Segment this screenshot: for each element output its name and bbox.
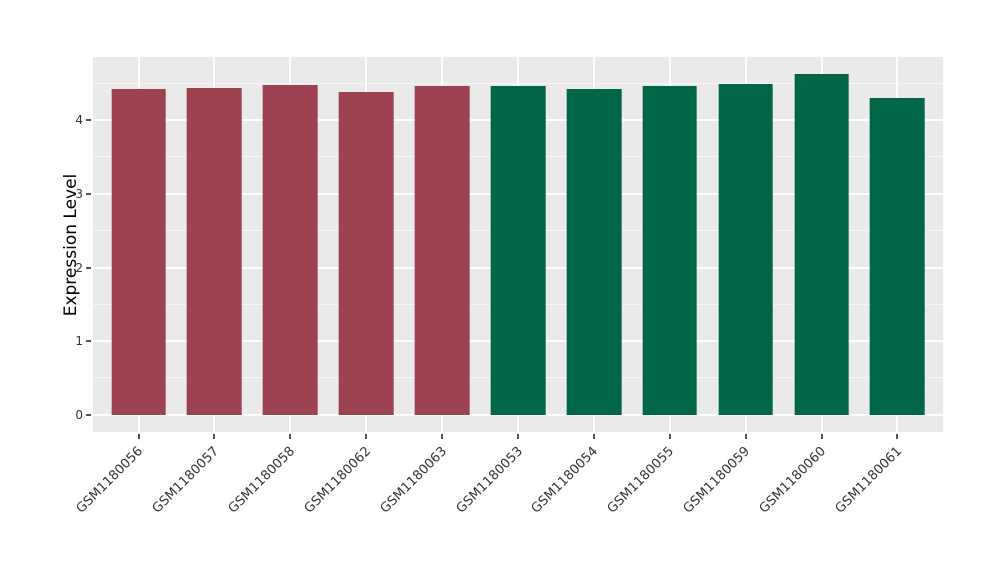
bar-GSM1180053 xyxy=(490,86,546,416)
y-tick-mark xyxy=(86,414,91,417)
x-tick-mark xyxy=(441,434,444,439)
bar-GSM1180056 xyxy=(111,89,166,416)
y-tick-label: 4 xyxy=(75,113,83,128)
x-tick-label: GSM1180053 xyxy=(453,444,526,517)
y-tick-label: 0 xyxy=(75,408,83,423)
x-tick-mark xyxy=(365,434,368,439)
x-tick-label: GSM1180055 xyxy=(604,444,678,517)
x-tick-mark xyxy=(137,434,140,439)
x-axis: GSM1180056 GSM1180057 GSM1180058 GSM1180062… xyxy=(74,432,943,580)
x-tick-label: GSM1180058 xyxy=(225,444,298,517)
x-tick-label: GSM1180061 xyxy=(832,444,906,517)
x-tick-mark xyxy=(668,434,671,439)
x-tick-label: GSM1180060 xyxy=(756,444,830,517)
y-tick-mark xyxy=(86,193,91,196)
bar-GSM1180060 xyxy=(794,73,849,416)
x-tick-mark xyxy=(820,434,823,439)
bar-GSM1180058 xyxy=(262,85,318,416)
bar-GSM1180055 xyxy=(642,85,698,416)
bar-GSM1180061 xyxy=(870,97,925,416)
y-tick-label: 3 xyxy=(75,187,83,202)
bar-GSM1180054 xyxy=(566,88,622,416)
x-tick-mark xyxy=(213,434,216,439)
bar-GSM1180057 xyxy=(187,87,242,416)
x-tick-mark xyxy=(592,434,595,439)
bar-GSM1180062 xyxy=(338,91,394,416)
x-tick-label: GSM1180062 xyxy=(301,444,374,517)
x-tick-mark xyxy=(744,434,747,439)
y-axis: 0 1 2 3 4 xyxy=(0,57,93,432)
x-tick-label: GSM1180056 xyxy=(73,444,147,517)
y-tick-mark xyxy=(86,119,91,122)
x-tick-label: GSM1180063 xyxy=(377,444,450,517)
x-tick-mark xyxy=(289,434,292,439)
y-tick-label: 1 xyxy=(75,334,83,349)
y-tick-label: 2 xyxy=(75,260,83,275)
bar-GSM1180059 xyxy=(718,83,773,416)
y-tick-mark xyxy=(86,340,91,343)
x-tick-label: GSM1180059 xyxy=(680,444,754,517)
x-tick-label: GSM1180057 xyxy=(149,444,223,517)
x-tick-mark xyxy=(517,434,519,439)
bar-GSM1180063 xyxy=(414,85,470,416)
y-tick-mark xyxy=(86,266,91,269)
x-tick-mark xyxy=(896,434,899,439)
plot-panel xyxy=(93,57,943,432)
x-tick-label: GSM1180054 xyxy=(529,444,602,517)
